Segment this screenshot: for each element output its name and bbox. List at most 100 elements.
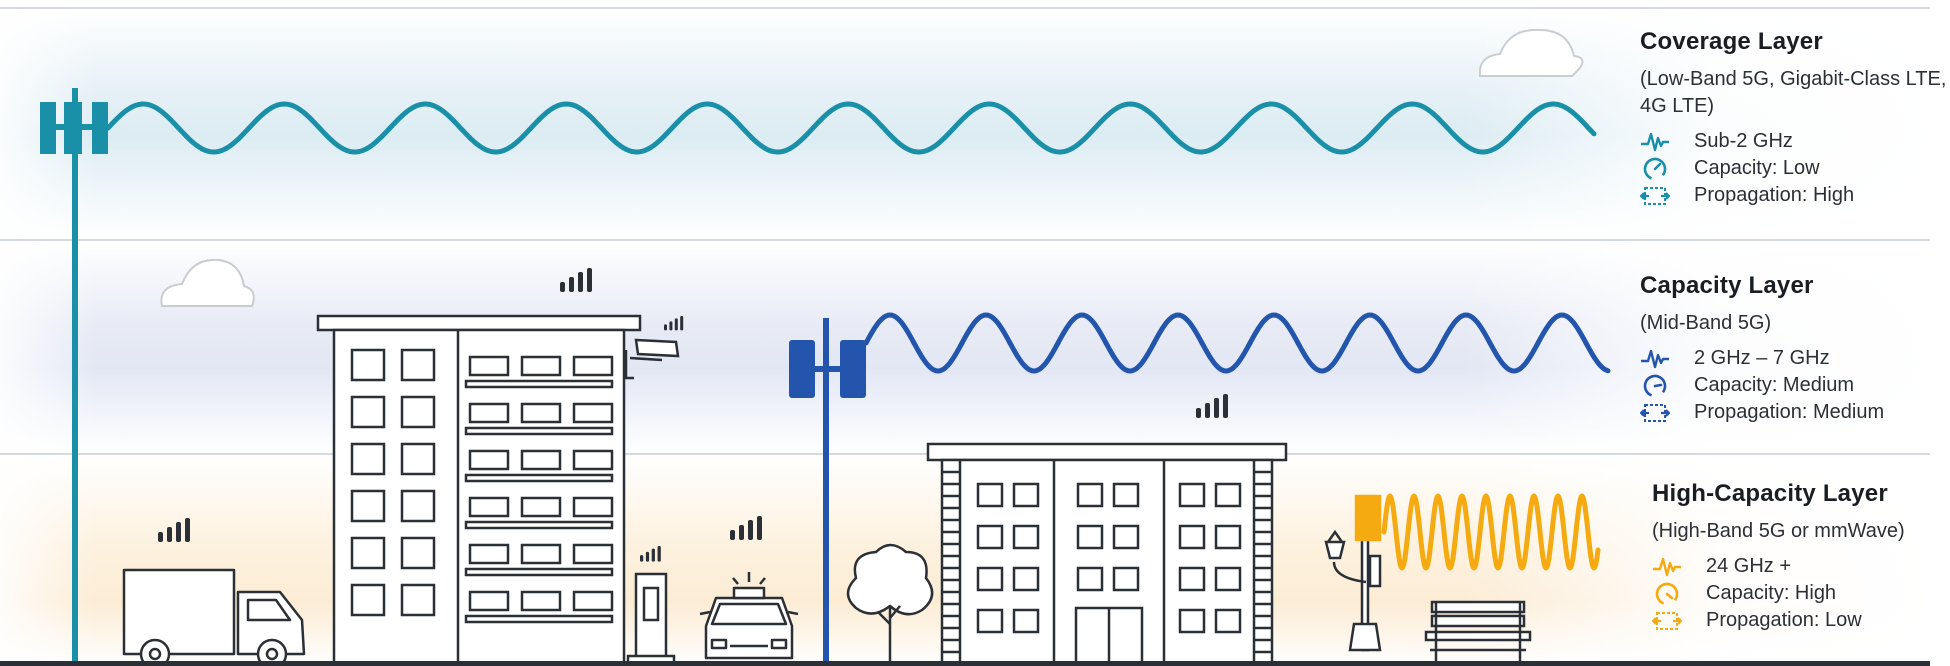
layer-subtitle: (Mid-Band 5G) [1640,312,1772,334]
apartment-building-icon [316,314,642,666]
delivery-truck-icon [122,568,306,666]
window [468,590,510,612]
mid-band-tower-icon [789,318,866,664]
window [520,402,562,424]
layer-subtitle: (Low-Band 5G, Gigabit-Class LTE, or 4G L… [1640,68,1950,117]
capacity-label: Capacity: Medium [1694,374,1855,396]
window [1214,524,1242,550]
window [400,489,436,523]
window [468,496,510,518]
window [350,489,386,523]
waveform-icon [1640,347,1670,371]
window [1112,524,1140,550]
window [1076,482,1104,508]
window [468,402,510,424]
frequency-label: Sub-2 GHz [1694,130,1793,152]
window [350,583,386,617]
macro-tower-icon [40,88,108,664]
propagation-label: Propagation: Medium [1694,401,1885,423]
propagation-row: Propagation: Medium [1640,399,1950,426]
window [468,355,510,377]
frequency-row: 24 GHz + [1652,553,1950,580]
legend-capacity: Capacity Layer (Mid-Band 5G) 2 GHz – 7 G… [1640,272,1950,426]
layer-title: High-Capacity Layer [1652,480,1888,507]
window [1178,482,1206,508]
frequency-row: Sub-2 GHz [1640,128,1950,155]
window [468,449,510,471]
ground-line [0,661,1930,666]
frequency-row: 2 GHz – 7 GHz [1640,345,1950,372]
small-cell-streetlight-icon [1324,494,1382,652]
window [400,442,436,476]
legend-high-capacity: High-Capacity Layer (High-Band 5G or mmW… [1652,480,1950,634]
window [976,482,1004,508]
window [572,449,614,471]
police-car-icon [699,572,799,660]
park-bench-icon [1424,600,1532,664]
window [976,566,1004,592]
balcony-rail [464,379,614,389]
propagation-icon [1640,184,1670,208]
waveform-icon [1652,555,1682,579]
window [976,524,1004,550]
gauge-icon [1640,157,1670,181]
window [350,536,386,570]
propagation-row: Propagation: High [1640,182,1950,209]
legend-coverage: Coverage Layer (Low-Band 5G, Gigabit-Cla… [1640,28,1950,209]
balcony-rail [464,473,614,483]
window [1214,608,1242,634]
balcony-rail [464,426,614,436]
capacity-row: Capacity: Low [1640,155,1950,182]
window [1178,524,1206,550]
window [976,608,1004,634]
propagation-label: Propagation: High [1694,184,1855,206]
office-building-icon [926,442,1288,666]
security-camera-icon [624,338,680,380]
capacity-row: Capacity: High [1652,580,1950,607]
window [1012,524,1040,550]
ev-charger-icon [626,572,676,666]
balcony-rail [464,567,614,577]
window [400,348,436,382]
window [1012,608,1040,634]
window [1178,608,1206,634]
window [520,449,562,471]
window [1112,482,1140,508]
window [350,348,386,382]
propagation-row: Propagation: Low [1652,607,1950,634]
layer-title: Capacity Layer [1640,272,1814,299]
window [400,536,436,570]
window [572,402,614,424]
layer-title: Coverage Layer [1640,28,1823,55]
propagation-icon [1640,401,1670,425]
window [1076,566,1104,592]
propagation-label: Propagation: Low [1706,609,1862,631]
window [400,583,436,617]
capacity-label: Capacity: High [1706,582,1837,604]
window [350,442,386,476]
window [350,395,386,429]
window [520,590,562,612]
window [1214,482,1242,508]
layer-subtitle: (High-Band 5G or mmWave) [1652,520,1905,542]
window [520,496,562,518]
balcony-rail [464,614,614,624]
high-capacity-wave [1381,493,1601,571]
cloud-icon [1478,28,1584,77]
window [1214,566,1242,592]
window [572,590,614,612]
gauge-icon [1652,582,1682,606]
window [572,543,614,565]
window [468,543,510,565]
gauge-icon [1640,374,1670,398]
tree-icon [846,543,934,664]
frequency-label: 2 GHz – 7 GHz [1694,347,1830,369]
window [572,496,614,518]
window [1012,482,1040,508]
capacity-label: Capacity: Low [1694,157,1820,179]
frequency-label: 24 GHz + [1706,555,1792,577]
balcony-rail [464,520,614,530]
capacity-row: Capacity: Medium [1640,372,1950,399]
window [520,355,562,377]
